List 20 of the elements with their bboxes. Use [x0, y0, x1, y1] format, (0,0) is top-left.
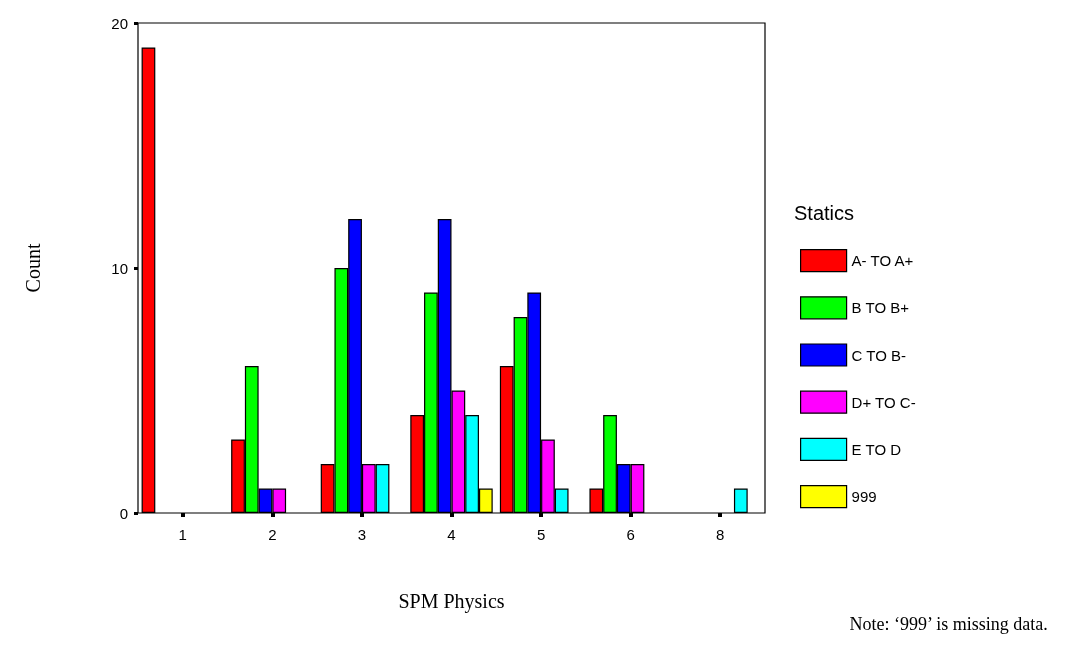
y-tick-label: 10 [111, 259, 128, 277]
x-tick-label: 8 [716, 526, 725, 543]
y-tick-label: 0 [119, 504, 128, 522]
x-tick-label: 2 [268, 526, 277, 543]
legend-label: D+ TO C- [851, 393, 916, 411]
x-tick-label: 4 [447, 526, 456, 543]
x-tick-label: 1 [178, 526, 187, 543]
legend-label: E TO D [851, 440, 902, 458]
y-axis-title: Count [22, 243, 44, 293]
x-tick-label: 6 [626, 526, 635, 543]
x-tick-label: 5 [536, 526, 546, 543]
x-tick-label: 3 [357, 526, 367, 543]
legend-label: C TO B- [851, 346, 907, 364]
x-axis-title: SPM Physics [398, 590, 505, 613]
text: Note: ‘999’ is missing data. [849, 614, 1048, 634]
legend-label: B TO B+ [851, 299, 910, 317]
legend-label: A- TO A+ [851, 252, 914, 270]
y-tick-label: 20 [111, 14, 128, 32]
legend-label: 999 [851, 488, 877, 506]
legend-title: Statics [794, 202, 855, 224]
